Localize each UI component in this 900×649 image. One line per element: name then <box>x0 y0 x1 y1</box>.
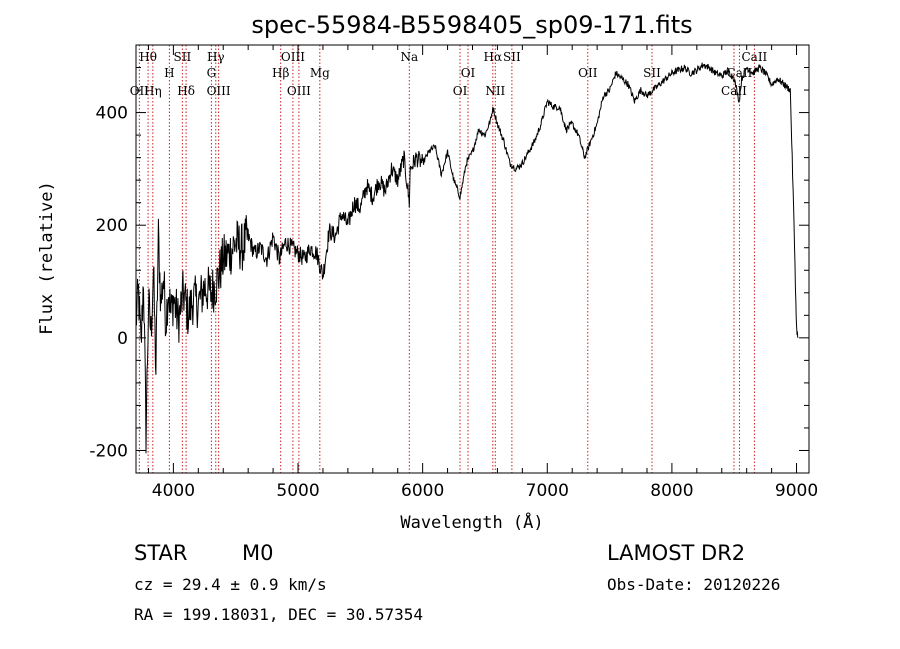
line-label: Hγ <box>207 50 225 64</box>
survey-label: LAMOST DR2 <box>607 541 745 565</box>
line-label: Na <box>400 50 418 64</box>
line-label: OIII <box>287 84 311 98</box>
line-label: CaII <box>721 84 747 98</box>
y-tick-label: 200 <box>96 216 128 236</box>
line-markers <box>138 45 755 473</box>
x-tick-label: 9000 <box>775 481 818 501</box>
line-label: G <box>207 66 217 80</box>
obs-date-text: Obs-Date: 20120226 <box>607 575 780 594</box>
line-label: NII <box>485 84 505 98</box>
y-axis-label: Flux (relative) <box>37 181 57 335</box>
x-tick-label: 6000 <box>401 481 444 501</box>
y-tick-label: 0 <box>117 329 128 349</box>
line-label: SII <box>503 50 521 64</box>
object-class-label: STAR <box>134 541 187 565</box>
line-label: CaII <box>727 66 753 80</box>
axes: 4000 5000 6000 7000 8000 9000 -200 0 200 400 <box>89 44 818 501</box>
line-label: OI <box>461 66 476 80</box>
line-label: OIII <box>281 50 305 64</box>
object-subclass-label: M0 <box>242 541 273 565</box>
line-label: Hη <box>144 84 162 98</box>
line-label: Hα <box>484 50 503 64</box>
coordinates-text: RA = 199.18031, DEC = 30.57354 <box>134 605 423 624</box>
redshift-text: cz = 29.4 ± 0.9 km/s <box>134 575 327 594</box>
line-label: Hβ <box>272 66 289 80</box>
line-label: SII <box>643 66 661 80</box>
x-tick-label: 7000 <box>526 481 569 501</box>
spectrum-line <box>135 62 799 454</box>
chart-title: spec-55984-B5598405_sp09-171.fits <box>251 11 692 39</box>
line-label: Hδ <box>177 84 195 98</box>
line-label: OII <box>130 84 150 98</box>
x-tick-label: 8000 <box>650 481 693 501</box>
line-label: SII <box>174 50 192 64</box>
x-tick-label: 5000 <box>276 481 319 501</box>
y-tick-label: -200 <box>89 441 128 461</box>
line-label: Hθ <box>139 50 157 64</box>
y-tick-label: 400 <box>96 104 128 124</box>
line-label: CaII <box>741 50 767 64</box>
spectrum-series <box>135 62 799 454</box>
plot-frame <box>135 44 810 474</box>
line-label: Mg <box>310 66 330 80</box>
line-label: OIII <box>207 84 231 98</box>
line-label: OI <box>453 84 468 98</box>
x-tick-label: 4000 <box>152 481 195 501</box>
line-label: OII <box>578 66 598 80</box>
x-axis-label: Wavelength (Å) <box>400 511 543 533</box>
line-labels: HθOIIHηHSIIHδHγGOIIIHβOIIIOIIIMgNaOIOIHα… <box>130 50 768 98</box>
line-label: H <box>164 66 174 80</box>
